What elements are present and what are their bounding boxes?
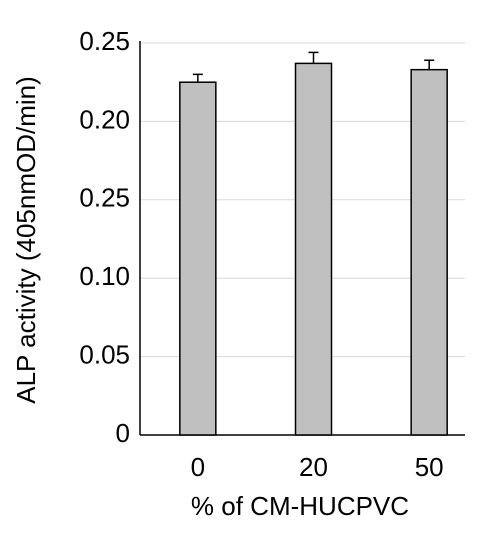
y-tick-label: 0.20 [79,104,130,134]
y-tick-label: 0.25 [79,26,130,56]
y-axis-label: ALP activity (405nmOD/min) [11,76,41,404]
y-tick-label: 0 [116,418,130,448]
bar [410,68,448,436]
x-tick-label: 0 [191,452,205,482]
y-tick-label: 0.10 [79,261,130,291]
x-axis-label: % of CM-HUCPVC [191,491,409,521]
x-tick-label: 20 [299,452,328,482]
bar [294,62,333,436]
bar [179,81,217,436]
x-tick-label: 50 [415,452,444,482]
y-tick-label: 0.25 [79,183,130,213]
y-tick-label: 0.05 [79,339,130,369]
